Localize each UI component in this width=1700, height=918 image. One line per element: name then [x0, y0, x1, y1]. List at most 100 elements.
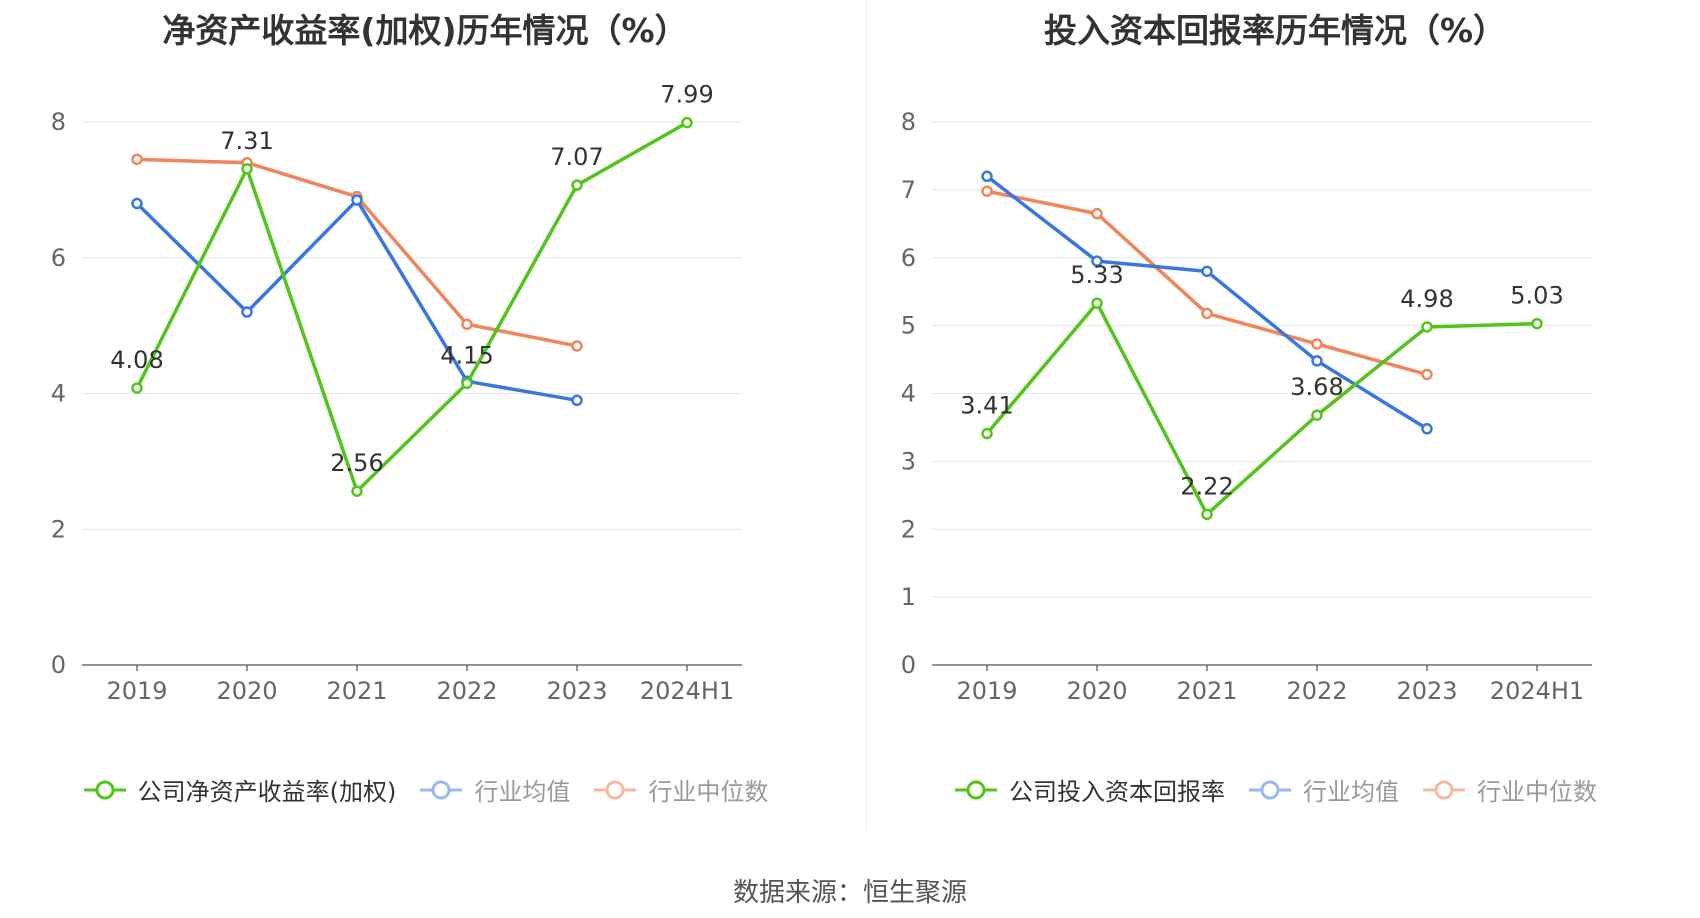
legend-item-company-roic[interactable]: 公司投入资本回报率	[953, 772, 1225, 807]
legend-item-industry-median[interactable]: 行业中位数	[1421, 772, 1597, 807]
data-point	[981, 185, 993, 197]
data-point	[131, 197, 143, 210]
data-point	[131, 382, 143, 394]
y-tick-label: 0	[901, 651, 916, 679]
data-point	[131, 153, 143, 166]
data-label: 7.31	[220, 127, 273, 155]
x-tick-label: 2022	[1286, 677, 1347, 705]
y-tick-label: 6	[51, 244, 66, 272]
data-point	[1421, 321, 1433, 333]
data-label: 4.08	[110, 346, 163, 374]
data-point	[1091, 255, 1103, 267]
data-label: 2.22	[1180, 472, 1233, 500]
legend-label: 公司净资产收益率(加权)	[137, 778, 397, 806]
data-label: 5.03	[1510, 282, 1563, 310]
y-tick-label: 2	[51, 515, 66, 543]
legend-label: 行业中位数	[648, 778, 769, 806]
x-tick-label: 2023	[546, 677, 607, 705]
data-point	[1091, 297, 1103, 309]
legend-line-marker-icon	[1249, 780, 1291, 799]
x-tick-label: 2024H1	[1490, 677, 1584, 705]
data-point	[1311, 409, 1323, 421]
x-tick-label: 2021	[1176, 677, 1237, 705]
chart-legend: 公司净资产收益率(加权) 行业均值 行业中位数	[0, 772, 850, 807]
data-point	[981, 427, 993, 440]
legend-line-marker-icon	[1423, 780, 1465, 799]
data-point	[461, 377, 473, 390]
legend-label: 行业均值	[1303, 778, 1399, 806]
y-tick-label: 4	[51, 380, 66, 408]
data-label: 4.15	[440, 341, 493, 369]
series-line	[986, 189, 1428, 377]
data-point	[1531, 317, 1543, 330]
data-label: 3.41	[960, 392, 1013, 420]
panel-divider	[866, 0, 867, 830]
data-point	[351, 485, 363, 497]
x-tick-label: 2020	[1066, 677, 1127, 705]
data-point	[571, 394, 583, 407]
legend-line-marker-icon	[420, 780, 463, 799]
series-line	[135, 198, 578, 403]
series-line	[135, 121, 688, 493]
legend-line-marker-icon	[594, 780, 637, 799]
data-point	[351, 194, 363, 206]
x-tick-label: 2019	[956, 677, 1017, 705]
y-tick-label: 8	[901, 108, 916, 136]
y-tick-label: 3	[901, 447, 916, 475]
data-label: 4.98	[1400, 285, 1453, 313]
x-tick-label: 2023	[1396, 677, 1457, 705]
chart-title: 净资产收益率(加权)历年情况（%）	[162, 11, 688, 50]
data-point	[1201, 508, 1213, 521]
y-tick-label: 0	[51, 651, 66, 679]
legend-line-marker-icon	[83, 780, 126, 799]
data-label: 7.07	[550, 143, 603, 171]
y-tick-label: 5	[901, 312, 916, 340]
legend-item-industry-mean[interactable]: 行业均值	[418, 772, 570, 807]
x-tick-label: 2020	[216, 677, 277, 705]
data-point	[681, 116, 693, 129]
y-tick-label: 4	[901, 380, 916, 408]
series-line	[985, 301, 1538, 517]
data-point	[1311, 355, 1323, 367]
data-point	[571, 179, 583, 191]
legend-item-industry-mean[interactable]: 行业均值	[1247, 772, 1399, 807]
x-tick-label: 2022	[436, 677, 497, 705]
legend-line-marker-icon	[955, 780, 997, 799]
y-tick-label: 7	[901, 176, 916, 204]
chart-legend: 公司投入资本回报率 行业均值 行业中位数	[850, 772, 1700, 807]
data-point	[1201, 265, 1213, 278]
roe-line-chart: 0 2 4 6 8 2019 2020 2021 2022 2023 2024H1 4.08 7.31 2…	[51, 81, 742, 705]
legend-item-company-roe[interactable]: 公司净资产收益率(加权)	[82, 772, 397, 807]
data-point	[1311, 338, 1323, 350]
y-tick-label: 6	[901, 244, 916, 272]
y-tick-label: 2	[901, 515, 916, 543]
roic-line-chart: 0 1 2 3 4 5 6 7 8 2019 2020 2021 2022 2023 2024H1 3.41 5…	[901, 108, 1592, 705]
data-point	[1421, 423, 1433, 435]
data-label: 5.33	[1070, 261, 1123, 289]
data-label: 3.68	[1290, 373, 1343, 401]
legend-label: 公司投入资本回报率	[1009, 778, 1225, 806]
data-point	[981, 170, 993, 183]
data-point	[241, 163, 253, 175]
data-label: 7.99	[660, 81, 713, 109]
chart-panel-roe: 净资产收益率(加权)历年情况（%） 0 2 4 6 8 2019 2020 2021 2022 2…	[0, 0, 850, 830]
data-label: 2.56	[330, 449, 383, 477]
data-point	[571, 340, 583, 352]
data-point	[1201, 307, 1213, 320]
data-point	[461, 318, 473, 331]
x-tick-label: 2019	[106, 677, 167, 705]
data-point	[241, 306, 253, 318]
x-tick-label: 2021	[326, 677, 387, 705]
legend-label: 行业中位数	[1477, 778, 1597, 806]
legend-label: 行业均值	[474, 778, 571, 806]
chart-panel-roic: 投入资本回报率历年情况（%） 0 1 2 3 4 5 6 7 8 2019 2020 2021 2022…	[850, 0, 1700, 830]
series-line	[985, 174, 1428, 431]
data-point	[1091, 207, 1103, 220]
y-tick-label: 1	[901, 583, 916, 611]
data-point	[1421, 368, 1433, 381]
y-tick-label: 8	[51, 108, 66, 136]
legend-item-industry-median[interactable]: 行业中位数	[592, 772, 768, 807]
x-tick-label: 2024H1	[640, 677, 734, 705]
data-source-note: 数据来源：恒生聚源	[732, 878, 967, 908]
chart-title: 投入资本回报率历年情况（%）	[1043, 11, 1507, 50]
